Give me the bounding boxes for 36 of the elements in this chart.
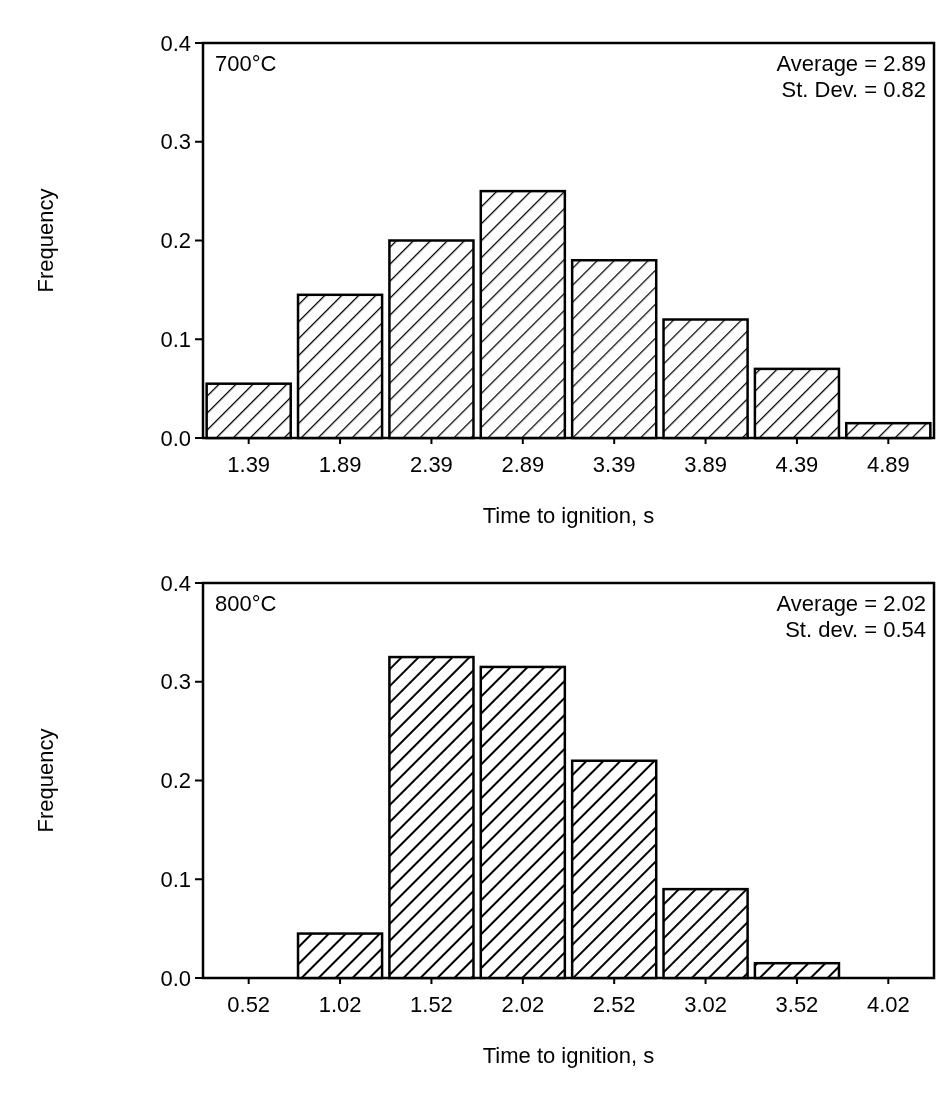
y-tick-label: 0.0 [160,965,191,991]
x-axis-title: Time to ignition, s [482,503,655,528]
y-tick-label: 0.1 [160,866,191,892]
x-axis-title: Time to ignition, s [482,1043,655,1068]
x-tick-label: 0.52 [227,992,271,1017]
y-axis-title: Frequency [33,188,58,293]
x-tick-label: 3.52 [775,992,819,1017]
y-tick-label: 0.3 [160,669,191,695]
annotation: St. Dev. = 0.82 [781,77,926,102]
x-tick-label: 2.02 [501,992,545,1017]
annotation: 800°C [215,591,277,616]
x-tick-label: 2.89 [501,452,545,477]
x-tick-label: 2.39 [410,452,453,477]
x-tick-label: 3.02 [684,992,727,1017]
x-tick-label: 1.52 [410,992,453,1017]
y-axis-title: Frequency [33,728,58,833]
annotation: St. dev. = 0.54 [785,617,926,642]
x-tick-label: 3.39 [592,452,636,477]
x-tick-label: 3.89 [684,452,727,477]
y-tick-label: 0.4 [160,30,191,56]
x-tick-label: 2.52 [592,992,636,1017]
x-tick-label: 4.89 [866,452,910,477]
x-tick-label: 1.89 [318,452,362,477]
x-tick-label: 1.39 [227,452,271,477]
x-tick-label: 4.39 [775,452,819,477]
y-tick-label: 0.2 [160,768,191,794]
x-tick-label: 4.02 [866,992,910,1017]
y-tick-label: 0.4 [160,570,191,596]
annotation: Average = 2.02 [776,591,926,616]
y-tick-label: 0.0 [160,425,191,451]
annotation: Average = 2.89 [776,51,926,76]
y-tick-label: 0.1 [160,326,191,352]
x-tick-label: 1.02 [318,992,362,1017]
y-tick-label: 0.3 [160,129,191,155]
annotation: 700°C [215,51,277,76]
y-tick-label: 0.2 [160,228,191,254]
